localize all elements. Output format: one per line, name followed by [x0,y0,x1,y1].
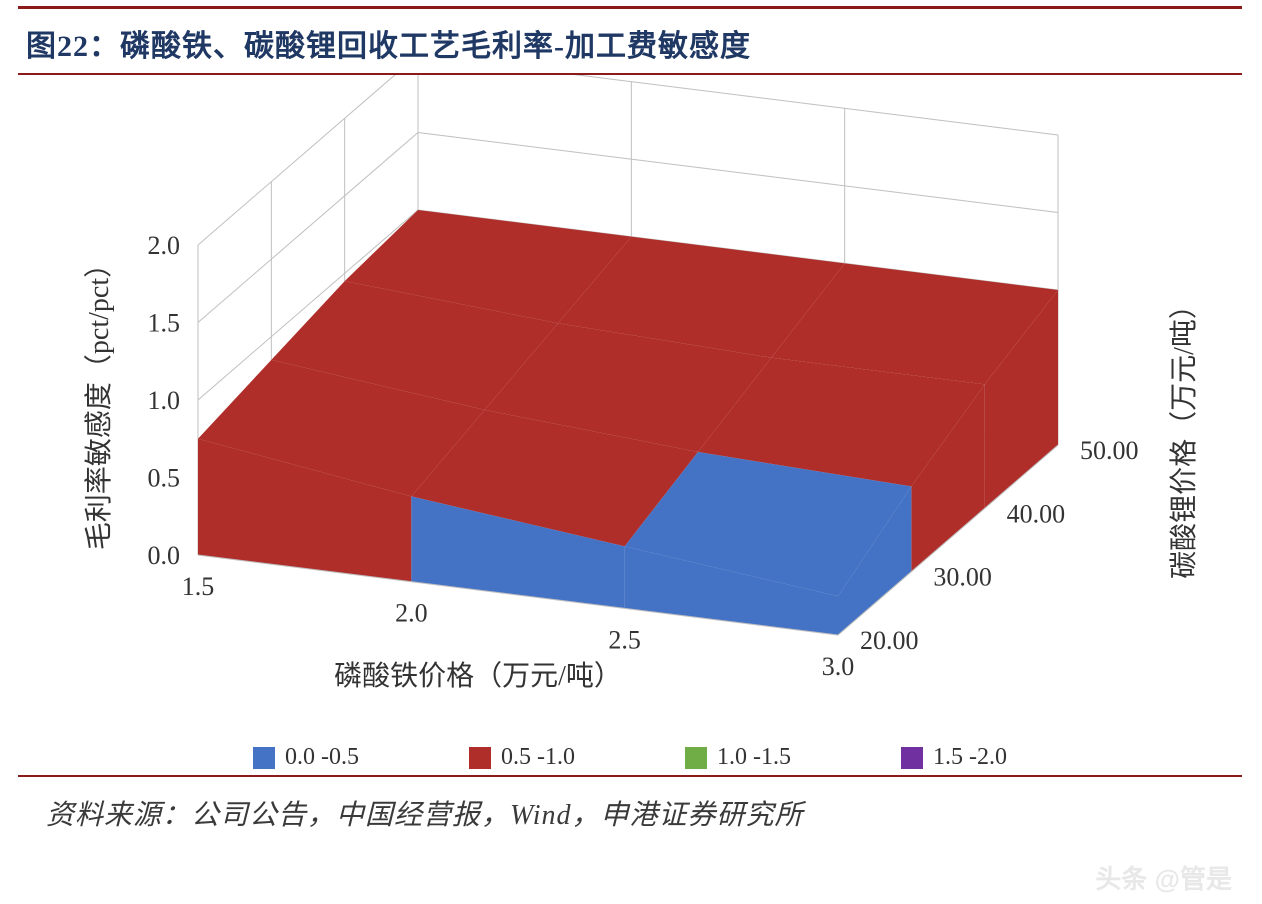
legend-item-0: 0.0 -0.5 [253,744,359,771]
svg-text:30.00: 30.00 [933,563,992,592]
svg-text:0.0: 0.0 [148,541,181,570]
legend-label-1: 0.5 -1.0 [501,744,575,771]
svg-text:0.5: 0.5 [148,464,181,493]
svg-text:1.5: 1.5 [182,572,215,601]
watermark: 头条 @管是 [1095,859,1232,896]
svg-text:1.0: 1.0 [148,386,181,415]
svg-text:2.5: 2.5 [608,625,641,654]
svg-text:磷酸铁价格（万元/吨）: 磷酸铁价格（万元/吨） [334,660,622,692]
legend-item-1: 0.5 -1.0 [469,744,575,771]
svg-text:40.00: 40.00 [1007,499,1066,528]
legend-item-2: 1.0 -1.5 [685,744,791,771]
source-label: 资料来源：公司公告，中国经营报，Wind，申港证券研究所 [18,777,1242,833]
legend-swatch-3 [901,747,923,769]
legend-swatch-0 [253,747,275,769]
svg-text:20.00: 20.00 [860,626,919,655]
legend-label-0: 0.0 -0.5 [285,744,359,771]
legend-label-2: 1.0 -1.5 [717,744,791,771]
surface-chart: 0.0 0.5 1.0 1.5 2.0 1.5 2.0 2.5 3.020.00 30.00 40.… [18,75,1242,775]
svg-text:1.5: 1.5 [148,309,181,338]
legend-item-3: 1.5 -2.0 [901,744,1007,771]
legend-swatch-1 [469,747,491,769]
legend-swatch-2 [685,747,707,769]
svg-text:3.0: 3.0 [822,652,855,681]
svg-text:2.0: 2.0 [395,599,428,628]
svg-text:碳酸锂价格（万元/吨）: 碳酸锂价格（万元/吨） [1168,291,1200,579]
svg-text:2.0: 2.0 [148,231,181,260]
chart-legend: 0.0 -0.5 0.5 -1.0 1.0 -1.5 1.5 -2.0 [18,744,1242,771]
legend-label-3: 1.5 -2.0 [933,744,1007,771]
chart-title: 图22：磷酸铁、碳酸锂回收工艺毛利率-加工费敏感度 [26,30,751,63]
chart-title-row: 图22：磷酸铁、碳酸锂回收工艺毛利率-加工费敏感度 [18,6,1242,73]
svg-text:50.00: 50.00 [1080,436,1139,465]
svg-text:毛利率敏感度（pct/pct）: 毛利率敏感度（pct/pct） [83,250,115,550]
